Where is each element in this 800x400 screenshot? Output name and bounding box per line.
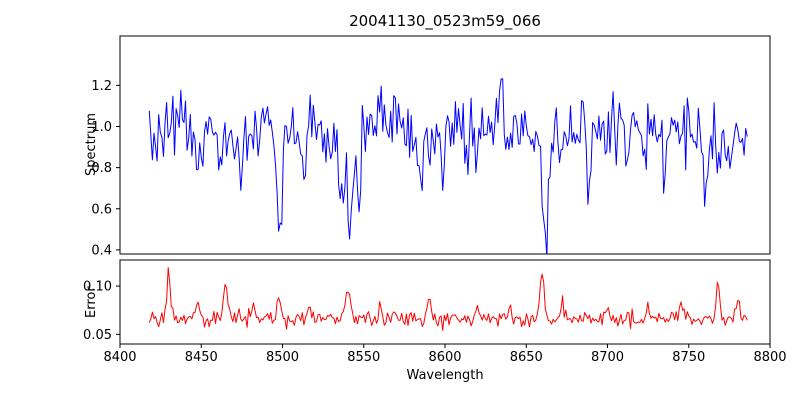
- x-tick-label: 8650: [510, 350, 543, 365]
- spectrum-y-tick-label: 0.6: [91, 202, 112, 217]
- error-y-tick-label: 0.10: [83, 280, 112, 295]
- x-tick-label: 8600: [428, 350, 461, 365]
- x-tick-label: 8700: [591, 350, 624, 365]
- x-tick-label: 8550: [347, 350, 380, 365]
- x-tick-label: 8450: [185, 350, 218, 365]
- x-tick-label: 8500: [266, 350, 299, 365]
- spectrum-y-tick-label: 1.0: [91, 120, 112, 135]
- spectrum-panel-border: [119, 35, 771, 255]
- error-panel-border: [119, 259, 771, 345]
- spectrum-line: [148, 78, 748, 254]
- x-tick-label: 8800: [753, 350, 786, 365]
- x-tick-label: 8400: [103, 350, 136, 365]
- chart-title: 20041130_0523m59_066: [349, 12, 541, 30]
- error-line: [148, 267, 748, 331]
- error-y-tick-label: 0.05: [83, 328, 112, 343]
- x-tick-label: 8750: [672, 350, 705, 365]
- spectrum-y-tick-label: 1.2: [91, 79, 112, 94]
- x-axis-label: Wavelength: [406, 368, 484, 383]
- spectrum-y-tick-label: 0.4: [91, 243, 112, 258]
- spectrum-y-tick-label: 0.8: [91, 161, 112, 176]
